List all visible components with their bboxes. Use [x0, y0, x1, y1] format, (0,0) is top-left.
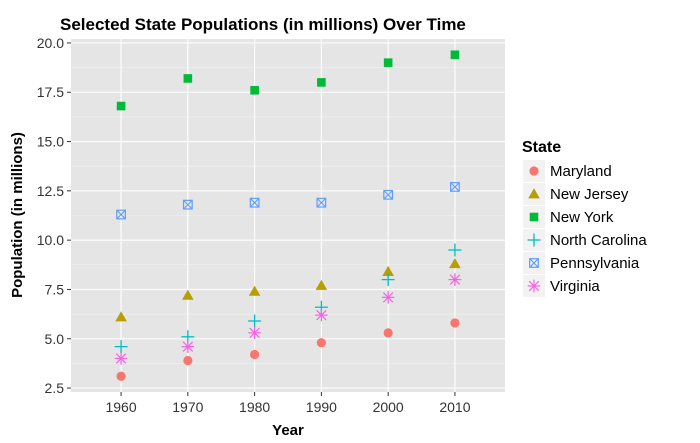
point-new-york	[383, 58, 393, 67]
point-new-york	[250, 85, 259, 95]
y-tick-label: 5.0	[45, 331, 65, 347]
point-pennsylvania	[249, 197, 260, 208]
point-maryland	[316, 338, 326, 348]
legend-label-pennsylvania: Pennsylvania	[550, 255, 640, 272]
point-new-jersey	[449, 258, 461, 269]
point-north-carolina	[114, 340, 128, 354]
legend-marker-new-jersey	[528, 188, 540, 199]
data-points	[114, 50, 462, 381]
legend-items: Maryland New Jersey New York North Carolina…	[523, 160, 647, 297]
y-axis-title: Population (in millions)	[9, 132, 26, 298]
legend-marker-virginia	[527, 279, 541, 293]
point-new-jersey	[248, 285, 261, 296]
point-virginia	[248, 326, 261, 340]
y-axis: 2.5 5.0 7.5 10.0 12.5 15.0 17.5 20.0	[37, 35, 71, 396]
point-new-york	[317, 78, 326, 87]
y-tick-label: 10.0	[37, 232, 64, 248]
x-tick-label: 2000	[373, 399, 404, 415]
legend-label-new-jersey: New Jersey	[550, 186, 629, 203]
point-new-york	[450, 50, 460, 60]
point-maryland	[116, 371, 126, 381]
y-tick-label: 12.5	[37, 183, 64, 199]
point-north-carolina	[248, 314, 262, 328]
y-tick-label: 15.0	[37, 134, 64, 150]
point-north-carolina	[381, 273, 395, 287]
x-tick-label: 1960	[105, 399, 136, 415]
point-maryland	[383, 328, 393, 338]
point-virginia	[448, 273, 462, 286]
point-virginia	[114, 352, 128, 365]
point-maryland	[450, 318, 460, 328]
y-tick-label: 2.5	[45, 380, 65, 396]
point-new-jersey	[382, 265, 394, 277]
legend-marker-north-carolina	[527, 233, 541, 247]
legend-marker-pennsylvania	[529, 258, 539, 268]
point-pennsylvania	[383, 189, 394, 200]
point-new-york	[116, 101, 126, 111]
legend-label-north-carolina: North Carolina	[550, 232, 647, 249]
point-pennsylvania	[450, 182, 460, 192]
point-pennsylvania	[316, 197, 327, 208]
point-new-york	[183, 74, 193, 83]
legend-marker-new-york	[529, 212, 539, 222]
point-maryland	[183, 355, 193, 366]
x-tick-label: 1970	[172, 399, 203, 415]
grid-lines	[71, 39, 505, 392]
legend-title: State	[522, 139, 561, 156]
x-axis: 1960 1970 1980 1990 2000 2010	[105, 392, 471, 415]
point-north-carolina	[448, 243, 462, 257]
legend-label-new-york: New York	[550, 209, 614, 226]
legend-label-maryland: Maryland	[550, 163, 612, 180]
x-tick-label: 1990	[306, 399, 337, 415]
y-tick-label: 20.0	[37, 35, 64, 51]
x-axis-title: Year	[272, 422, 304, 439]
point-pennsylvania	[182, 199, 193, 210]
point-new-jersey	[315, 279, 328, 290]
y-tick-label: 7.5	[45, 281, 65, 297]
y-tick-label: 17.5	[37, 84, 64, 100]
point-pennsylvania	[116, 209, 126, 220]
chart-title: Selected State Populations (in millions)…	[60, 15, 466, 34]
x-tick-label: 1980	[239, 399, 270, 415]
legend: State Maryland New Jersey New York North Ca…	[522, 139, 647, 297]
point-virginia	[381, 291, 395, 304]
point-new-jersey	[182, 289, 194, 300]
point-virginia	[315, 308, 328, 322]
x-tick-label: 2010	[439, 399, 470, 415]
legend-marker-maryland	[529, 166, 539, 176]
point-virginia	[181, 340, 195, 353]
legend-label-virginia: Virginia	[550, 278, 600, 295]
point-new-jersey	[115, 311, 127, 322]
point-maryland	[250, 349, 260, 360]
